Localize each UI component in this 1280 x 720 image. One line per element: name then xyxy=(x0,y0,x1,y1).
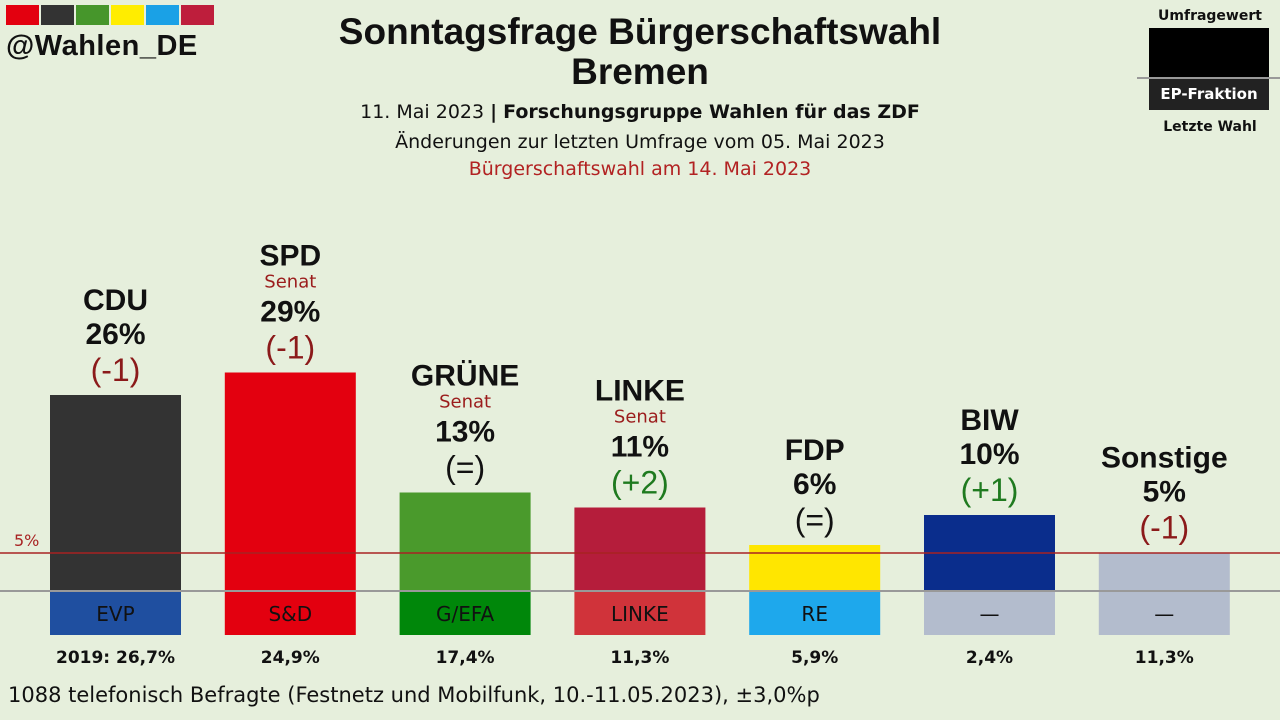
last-election-label: 17,4% xyxy=(436,648,495,668)
ep-group-box xyxy=(224,592,356,635)
flag-swatch xyxy=(41,5,74,25)
ep-group-box xyxy=(924,592,1055,635)
value-label: 13% xyxy=(435,416,495,449)
change-label: (-1) xyxy=(91,352,141,388)
chart-title: Sonntagsfrage Bürgerschaftswahl Bremen xyxy=(240,12,1040,92)
brand-handle: @Wahlen_DE xyxy=(6,30,198,62)
ep-group-box xyxy=(749,592,881,635)
senat-label: Senat xyxy=(614,407,666,428)
title-line-1: Sonntagsfrage Bürgerschaftswahl xyxy=(338,11,942,52)
change-label: (=) xyxy=(445,450,485,486)
flag-swatch xyxy=(111,5,144,25)
legend-ep-label: EP-Fraktion xyxy=(1149,79,1269,110)
change-label: (-1) xyxy=(1139,510,1189,546)
change-label: (-1) xyxy=(265,330,315,366)
last-election-label: 5,9% xyxy=(791,648,838,668)
ep-group-box xyxy=(50,592,181,635)
ep-group-box xyxy=(399,592,531,635)
last-election-label: 11,3% xyxy=(1135,648,1194,668)
change-label: (=) xyxy=(795,502,835,538)
poll-institute: Forschungsgruppe Wahlen für das ZDF xyxy=(503,101,920,123)
legend-poll-swatch xyxy=(1149,28,1269,78)
bar xyxy=(574,507,706,590)
legend-poll-label: Umfragewert xyxy=(1158,8,1262,24)
title-line-2: Bremen xyxy=(571,51,709,92)
last-election-label: 24,9% xyxy=(261,648,320,668)
party-label: FDP xyxy=(785,434,845,467)
poll-date: 11. Mai 2023 xyxy=(360,101,485,123)
election-note: Bürgerschaftswahl am 14. Mai 2023 xyxy=(468,158,812,180)
value-label: 6% xyxy=(793,468,836,501)
party-label: GRÜNE xyxy=(411,360,519,393)
ep-group-box xyxy=(574,592,706,635)
last-election-label: 2019: 26,7% xyxy=(56,648,175,668)
value-label: 26% xyxy=(85,318,145,351)
flag-swatch xyxy=(146,5,179,25)
ep-group-label: EVP xyxy=(96,602,134,626)
bar xyxy=(749,545,881,590)
last-election-label: 2,4% xyxy=(966,648,1013,668)
survey-footnote: 1088 telefonisch Befragte (Festnetz und … xyxy=(8,683,820,707)
party-label: LINKE xyxy=(595,375,685,408)
ep-group-label: RE xyxy=(801,602,828,626)
change-label: (+1) xyxy=(961,472,1019,508)
ep-group-label: LINKE xyxy=(611,602,669,626)
senat-label: Senat xyxy=(264,272,316,293)
threshold-label: 5% xyxy=(14,531,39,550)
change-label: (+2) xyxy=(611,465,669,501)
value-label: 5% xyxy=(1143,476,1186,509)
legend-last-election-label: Letzte Wahl xyxy=(1163,119,1257,135)
ep-group-label: — xyxy=(980,602,1000,626)
value-label: 29% xyxy=(260,296,320,329)
party-label: CDU xyxy=(83,284,148,317)
flag-swatch xyxy=(6,5,39,25)
value-label: 10% xyxy=(959,438,1019,471)
bar xyxy=(224,372,356,590)
legend-divider xyxy=(1137,77,1280,79)
ep-group-label: S&D xyxy=(268,602,312,626)
ep-group-label: G/EFA xyxy=(436,602,495,626)
party-label: SPD xyxy=(259,240,321,273)
value-label: 11% xyxy=(611,431,669,464)
party-label: Sonstige xyxy=(1101,442,1228,475)
flag-swatch xyxy=(76,5,109,25)
flag-swatch xyxy=(181,5,214,25)
last-election-label: 11,3% xyxy=(610,648,669,668)
bar xyxy=(50,395,181,590)
subtitle-separator: | xyxy=(490,101,498,123)
changes-note: Änderungen zur letzten Umfrage vom 05. M… xyxy=(395,131,885,153)
ep-group-label: — xyxy=(1154,602,1174,626)
bar xyxy=(1098,552,1230,590)
senat-label: Senat xyxy=(439,392,491,413)
ep-group-box xyxy=(1098,592,1230,635)
subtitle-source: 11. Mai 2023 | Forschungsgruppe Wahlen f… xyxy=(240,101,1040,123)
party-color-flags xyxy=(6,5,214,25)
bar xyxy=(399,492,531,590)
party-label: BIW xyxy=(960,404,1019,437)
